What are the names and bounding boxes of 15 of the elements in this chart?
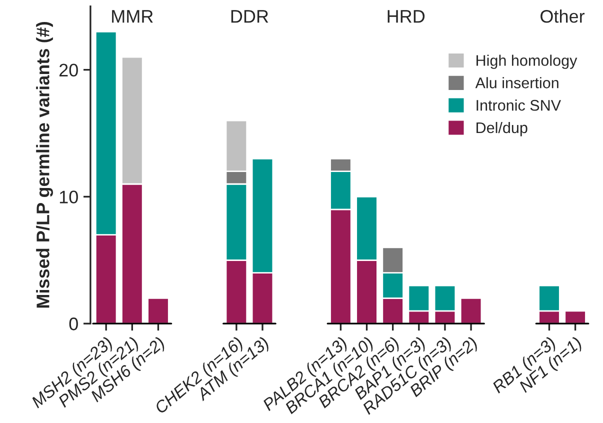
legend-label: Alu insertion	[475, 77, 558, 88]
annotation: MMR	[112, 10, 153, 23]
legend-label: Del/dup	[476, 122, 528, 136]
y-tick-label: 20	[59, 64, 78, 77]
legend-label: High homology	[476, 54, 578, 69]
legend-label: Intronic SNV	[476, 100, 561, 111]
bar	[564, 310, 586, 324]
y-tick-label: 0	[69, 318, 78, 330]
bar	[147, 298, 170, 324]
y-axis-title: Missed P/LP germline variants (#)	[36, 22, 54, 308]
y-tick-label: 10	[60, 190, 78, 204]
bar	[460, 298, 482, 324]
annotation: DDR	[231, 10, 268, 23]
annotation: Other	[540, 10, 585, 23]
annotation: HRD	[388, 10, 425, 23]
